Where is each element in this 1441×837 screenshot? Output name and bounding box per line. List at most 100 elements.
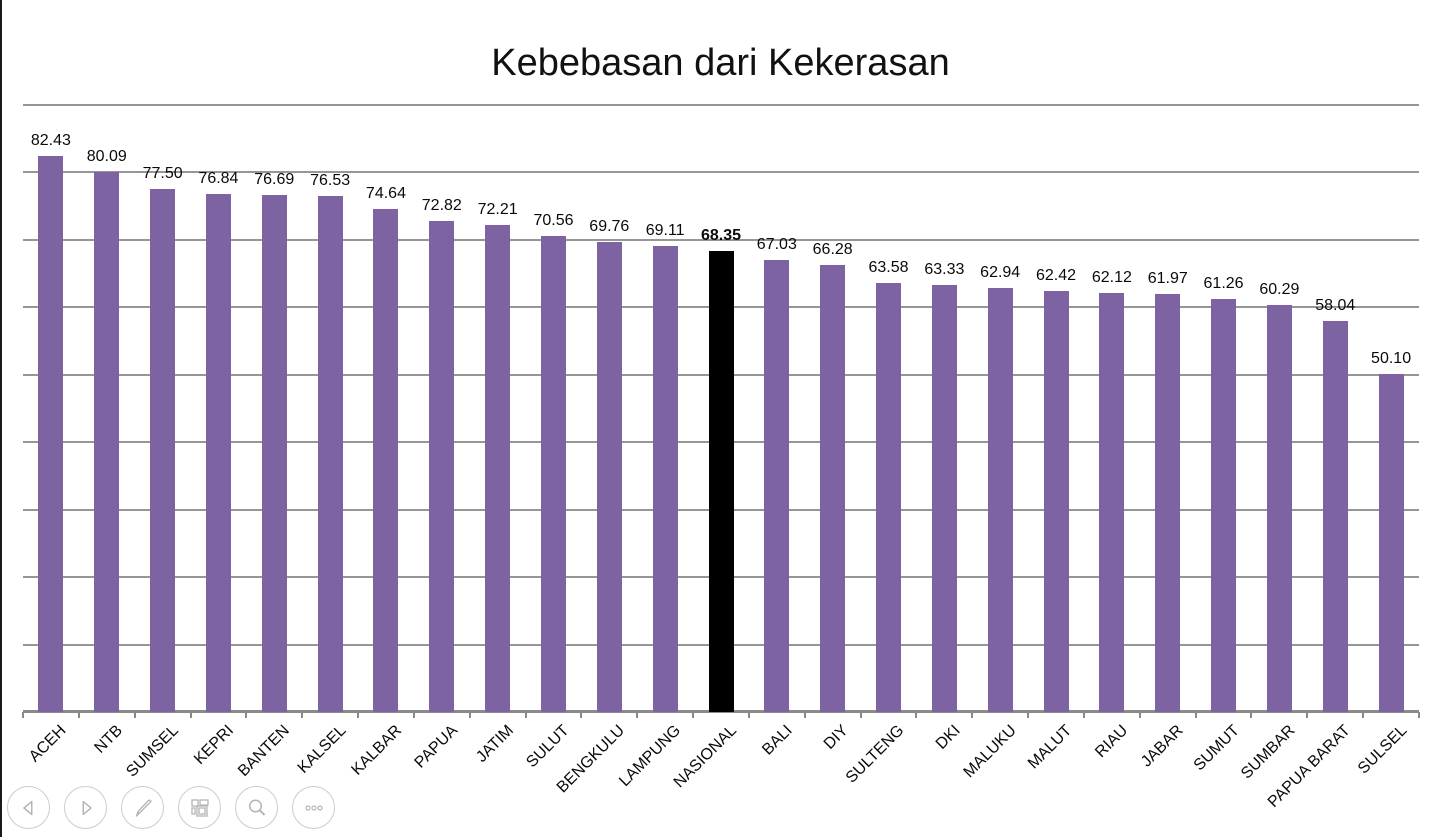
x-axis-tick	[301, 712, 304, 718]
x-axis-tick	[77, 712, 80, 718]
x-axis-label-ntb: NTB	[91, 722, 126, 757]
chart-title: Kebebasan dari Kekerasan	[491, 42, 950, 84]
x-axis-tick	[245, 712, 248, 718]
more-options-button[interactable]	[292, 786, 335, 829]
bar-value-label-malut: 62.42	[1036, 267, 1077, 285]
x-axis-label-diy: DIY	[820, 722, 852, 753]
slide-left-edge-line	[0, 0, 2, 837]
bar-maluku	[987, 287, 1013, 712]
x-axis-label-aceh: ACEH	[26, 722, 70, 766]
bar-value-label-bali: 67.03	[756, 235, 797, 253]
x-axis-tick	[747, 712, 750, 718]
x-axis-label-sumsel: SUMSEL	[123, 722, 182, 781]
x-axis-tick	[1362, 712, 1365, 718]
x-axis-tick	[1250, 712, 1253, 718]
x-axis-tick	[803, 712, 806, 718]
x-axis-label-papua: PAPUA	[411, 722, 461, 772]
x-axis-tick	[692, 712, 695, 718]
x-axis-label-sulsel: SULSEL	[1354, 722, 1411, 778]
right-arrow-icon	[82, 800, 92, 815]
gridline-90	[23, 104, 1419, 106]
x-axis-label-kalbar: KALBAR	[348, 722, 405, 779]
bar-value-label-kalbar: 74.64	[365, 184, 406, 202]
x-axis-tick	[971, 712, 974, 718]
x-axis-label-maluku: MALUKU	[960, 722, 1020, 782]
x-axis-tick	[468, 712, 471, 718]
x-axis-tick	[1138, 712, 1141, 718]
bar-sulut	[540, 236, 566, 712]
bar-value-label-sumsel: 77.50	[142, 165, 183, 183]
bar-value-label-diy: 66.28	[812, 240, 853, 258]
bar-value-label-riau: 62.12	[1091, 269, 1132, 287]
x-axis-label-banten: BANTEN	[235, 722, 294, 780]
bar-value-label-banten: 76.69	[254, 170, 295, 188]
bar-lampung	[652, 245, 678, 712]
bar-papua	[429, 220, 455, 712]
next-slide-button[interactable]	[64, 786, 107, 829]
bar-dki	[931, 284, 957, 712]
bar-value-label-nasional: 68.35	[700, 227, 742, 245]
x-axis-tick	[1194, 712, 1197, 718]
bar-sumsel	[150, 189, 176, 712]
bar-sumbar	[1266, 305, 1292, 712]
x-axis-label-sulut: SULUT	[523, 722, 573, 772]
x-axis-label-bali: BALI	[759, 722, 796, 759]
bar-value-label-papua: 72.82	[421, 196, 462, 214]
slideshow-toolbar	[7, 786, 335, 829]
previous-slide-button[interactable]	[7, 786, 50, 829]
x-axis-tick	[357, 712, 360, 718]
bar-value-label-ntb: 80.09	[86, 147, 127, 165]
x-axis-label-malut: MALUT	[1024, 722, 1076, 773]
x-axis-tick	[1027, 712, 1030, 718]
x-axis-label-kalsel: KALSEL	[294, 722, 350, 777]
magnifier-icon	[248, 798, 265, 816]
x-axis-tick	[1306, 712, 1309, 718]
x-axis-label-sulteng: SULTENG	[842, 722, 908, 787]
bar-kalbar	[373, 208, 399, 712]
gridline-70	[23, 238, 1419, 241]
bar-jatim	[485, 224, 511, 712]
bar-kalsel	[317, 195, 343, 712]
x-axis-tick	[915, 712, 918, 718]
x-axis-tick	[1418, 712, 1420, 718]
bar-chart: 82.43 ACEH 80.09 NTB 77.50 SUMSEL 76.84 KEPRI 76…	[22, 104, 1420, 811]
bar-value-label-kalsel: 76.53	[310, 171, 351, 189]
bar-value-label-sulut: 70.56	[533, 212, 574, 230]
x-axis-tick	[22, 712, 24, 718]
bar-bengkulu	[596, 241, 622, 712]
left-arrow-icon	[22, 800, 32, 815]
bar-jabar	[1155, 294, 1181, 712]
zoom-slide-button[interactable]	[235, 786, 278, 829]
bar-value-label-kepri: 76.84	[198, 169, 239, 187]
bar-diy	[820, 264, 846, 712]
bar-malut	[1043, 291, 1069, 712]
bar-kepri	[205, 193, 231, 712]
pen-tools-button[interactable]	[121, 786, 164, 829]
x-axis-label-dki: DKI	[932, 722, 964, 753]
bar-value-label-bengkulu: 69.76	[589, 217, 630, 235]
bar-value-label-papua-barat: 58.04	[1315, 296, 1356, 314]
bar-aceh	[38, 156, 64, 712]
bar-value-label-sumbar: 60.29	[1259, 281, 1300, 299]
bar-value-label-lampung: 69.11	[645, 221, 685, 239]
x-axis-label-jabar: JABAR	[1138, 722, 1187, 771]
x-axis-tick	[524, 712, 527, 718]
bar-nasional	[708, 251, 734, 712]
bar-sulsel	[1378, 374, 1404, 712]
x-axis-tick	[133, 712, 136, 718]
x-axis-tick	[859, 712, 862, 718]
see-all-slides-button[interactable]	[178, 786, 221, 829]
x-axis-label-sumut: SUMUT	[1190, 722, 1243, 775]
bar-papua-barat	[1322, 320, 1348, 712]
x-axis-label-jatim: JATIM	[472, 722, 517, 766]
bar-value-label-jatim: 72.21	[477, 200, 518, 218]
x-axis-tick	[1082, 712, 1085, 718]
x-axis-tick	[580, 712, 583, 718]
bar-value-label-sulteng: 63.58	[868, 259, 909, 277]
bar-value-label-dki: 63.33	[924, 260, 965, 278]
bar-sumut	[1211, 298, 1237, 712]
bar-value-label-jabar: 61.97	[1147, 270, 1188, 288]
x-axis-tick	[189, 712, 192, 718]
ellipsis-icon	[304, 804, 323, 811]
